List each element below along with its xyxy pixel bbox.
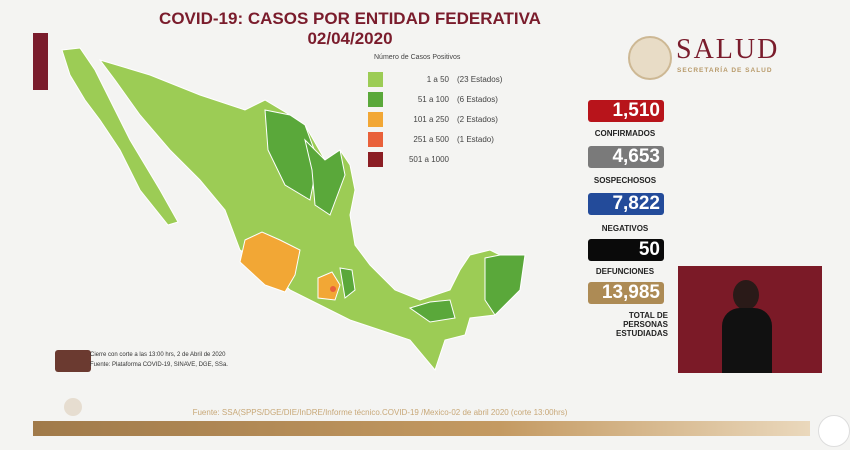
state-tabasco: [408, 299, 456, 323]
total-studied-label: TOTAL DE PERSONAS ESTUDIADAS: [592, 311, 668, 338]
mexico-map: [61, 47, 526, 372]
legend-count: (23 Estados): [457, 74, 503, 84]
legend-item: 101 a 250 (2 Estados): [368, 109, 502, 129]
legend-swatch: [368, 71, 383, 87]
state-edomex: [339, 267, 356, 299]
legend-range: 251 a 500: [413, 134, 449, 144]
legend-count: (2 Estados): [457, 114, 498, 124]
negative-label: NEGATIVOS: [601, 224, 649, 233]
label-line: TOTAL DE: [628, 311, 668, 320]
legend-title: Número de Casos Positivos: [374, 54, 461, 61]
label-line: ESTUDIADAS: [615, 329, 668, 338]
legend-item: 501 a 1000: [368, 149, 502, 169]
legend-count: (1 Estado): [457, 134, 494, 144]
legend-item: 251 a 500 (1 Estado): [368, 129, 502, 149]
state-puebla-area: [317, 271, 341, 301]
coat-of-arms-seal: [628, 36, 672, 80]
source-text: Fuente: SSA(SPPS/DGE/DIE/InDRE/Informe t…: [192, 408, 568, 417]
small-seal: [64, 398, 82, 416]
legend-range: 101 a 250: [413, 114, 449, 124]
page-date: 02/04/2020: [307, 29, 393, 48]
sign-language-interpreter-video: [678, 266, 822, 373]
legend-swatch: [368, 111, 383, 127]
suspected-label: SOSPECHOSOS: [593, 176, 657, 185]
legend-swatch: [368, 131, 383, 147]
bottom-gold-bar: [33, 421, 810, 436]
cutoff-note: Cierre con corte a las 13:00 hrs, 2 de A…: [90, 352, 226, 358]
legend-swatch: [368, 151, 383, 167]
maroon-accent-bar: [33, 33, 48, 90]
confirmed-value: 1,510: [588, 100, 664, 122]
confirmed-label: CONFIRMADOS: [594, 129, 656, 138]
legend-swatch: [368, 91, 383, 107]
legend-range: 501 a 1000: [408, 154, 449, 164]
legend-range: 51 a 100: [417, 94, 449, 104]
interpreter-head: [733, 280, 759, 310]
interpreter-body: [722, 308, 772, 373]
salud-subtitle: SECRETARÍA DE SALUD: [677, 67, 773, 74]
negative-value: 7,822: [588, 193, 664, 215]
platform-source-note: Fuente: Plataforma COVID-19, SINAVE, DGE…: [90, 362, 228, 368]
total-studied-value: 13,985: [588, 282, 664, 304]
salud-logo: SALUD: [676, 34, 780, 65]
legend-item: 1 a 50 (23 Estados): [368, 69, 502, 89]
legend-count: (6 Estados): [457, 94, 498, 104]
state-cdmx: [330, 286, 336, 292]
deaths-label: DEFUNCIONES: [595, 267, 655, 276]
page-title: COVID-19: CASOS POR ENTIDAD FEDERATIVA: [159, 9, 541, 28]
suspected-value: 4,653: [588, 146, 664, 168]
deaths-value: 50: [588, 239, 664, 261]
heroes-illustration: [55, 350, 91, 372]
legend-range: 1 a 50: [426, 74, 449, 84]
legend: Número de Casos Positivos 1 a 50 (23 Esta…: [368, 54, 502, 169]
baja-california: [61, 47, 179, 226]
gobierno-de-mexico-badge: [818, 415, 850, 447]
state-quintana-roo: [484, 254, 526, 316]
label-line: PERSONAS: [623, 320, 668, 329]
legend-item: 51 a 100 (6 Estados): [368, 89, 502, 109]
state-jalisco: [239, 231, 301, 293]
state-nuevo-leon: [304, 138, 346, 216]
